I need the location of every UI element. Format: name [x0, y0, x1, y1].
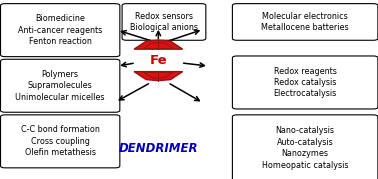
FancyBboxPatch shape — [0, 115, 120, 168]
Text: Redox sensors
Biological anions: Redox sensors Biological anions — [130, 12, 198, 32]
Text: Nano-catalysis
Auto-catalysis
Nanozymes
Homeopatic catalysis: Nano-catalysis Auto-catalysis Nanozymes … — [262, 126, 349, 170]
FancyBboxPatch shape — [232, 4, 378, 40]
Polygon shape — [134, 72, 183, 81]
FancyBboxPatch shape — [232, 115, 378, 179]
Text: Fe: Fe — [150, 54, 167, 67]
FancyBboxPatch shape — [0, 4, 120, 57]
Text: Molecular electronics
Metallocene batteries: Molecular electronics Metallocene batter… — [261, 12, 349, 32]
FancyBboxPatch shape — [0, 59, 120, 112]
FancyBboxPatch shape — [232, 56, 378, 109]
Polygon shape — [134, 40, 183, 49]
Text: Biomedicine
Anti-cancer reagents
Fenton reaction: Biomedicine Anti-cancer reagents Fenton … — [18, 14, 102, 46]
Text: Redox reagents
Redox catalysis
Electrocatalysis: Redox reagents Redox catalysis Electroca… — [274, 67, 337, 98]
Text: C-C bond formation
Cross coupling
Olefin metathesis: C-C bond formation Cross coupling Olefin… — [21, 125, 100, 157]
Text: Polymers
Supramolecules
Unimolecular micelles: Polymers Supramolecules Unimolecular mic… — [15, 70, 105, 102]
Text: DENDRIMER: DENDRIMER — [119, 142, 198, 155]
FancyBboxPatch shape — [122, 4, 206, 40]
